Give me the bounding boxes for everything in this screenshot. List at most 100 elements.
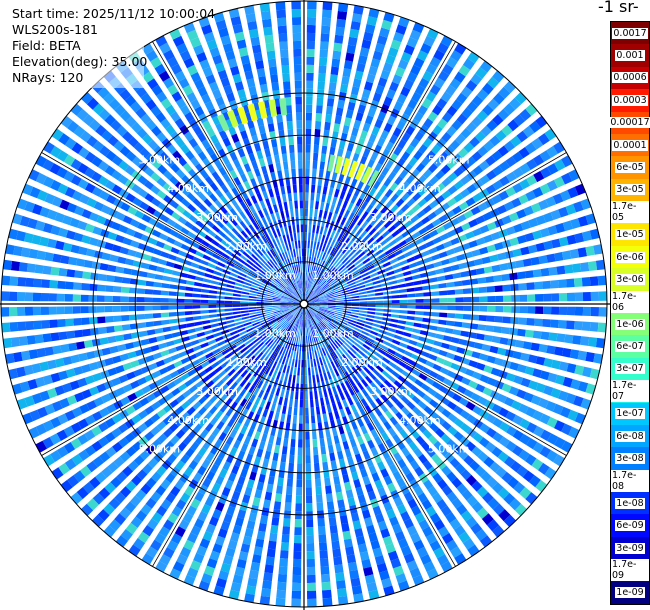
range-gate	[577, 350, 587, 361]
range-gate	[222, 333, 231, 339]
range-gate	[356, 227, 364, 236]
range-gate	[287, 341, 292, 350]
range-gate	[253, 369, 260, 378]
range-gate	[275, 354, 281, 362]
range-gate	[33, 278, 42, 288]
range-gate	[292, 176, 297, 185]
range-gate	[248, 384, 256, 394]
range-gate	[337, 99, 345, 109]
range-gate	[348, 230, 355, 239]
range-gate	[31, 203, 43, 215]
range-gate	[504, 456, 516, 468]
range-gate	[112, 355, 122, 364]
range-gate	[371, 344, 380, 351]
range-gate	[160, 98, 172, 109]
range-gate	[361, 330, 370, 336]
range-gate	[405, 472, 416, 483]
range-gate	[337, 10, 348, 20]
range-gate	[350, 293, 359, 296]
range-gate	[383, 304, 392, 308]
range-gate	[175, 405, 185, 415]
range-gate	[316, 502, 324, 511]
range-gate	[312, 274, 317, 282]
range-gate	[439, 233, 449, 241]
range-gate	[160, 479, 171, 490]
range-gate	[64, 294, 73, 302]
range-gate	[479, 374, 490, 384]
range-gate	[354, 342, 362, 349]
range-gate	[335, 300, 344, 302]
range-gate	[236, 246, 245, 254]
range-gate	[266, 314, 275, 318]
range-gate	[152, 313, 162, 319]
range-gate	[272, 361, 278, 370]
range-gate	[312, 375, 316, 384]
range-gate	[44, 193, 56, 205]
range-gate	[24, 306, 34, 316]
range-gate	[174, 417, 185, 427]
range-gate	[211, 361, 220, 369]
range-gate	[336, 418, 343, 427]
range-gate	[269, 320, 278, 326]
range-gate	[306, 96, 313, 105]
range-gate	[281, 280, 288, 287]
range-gate	[475, 215, 486, 225]
colorbar-tick-label: 3e-06	[615, 273, 645, 285]
range-gate	[187, 368, 197, 377]
range-gate	[281, 65, 290, 74]
range-gate	[266, 50, 276, 60]
range-gate	[423, 118, 434, 129]
range-gate	[239, 201, 248, 210]
range-gate	[320, 41, 329, 50]
range-gate	[316, 349, 321, 358]
range-gate	[327, 335, 334, 343]
range-gate	[573, 277, 583, 287]
range-gate	[282, 310, 290, 315]
range-gate	[31, 393, 43, 405]
range-ring-label: 5.00km	[138, 443, 180, 456]
range-gate	[379, 414, 388, 424]
range-gate	[165, 261, 175, 268]
range-gate	[392, 127, 402, 138]
range-gate	[446, 229, 457, 238]
range-gate	[343, 299, 352, 302]
range-gate	[335, 327, 343, 334]
range-gate	[429, 188, 440, 198]
range-gate	[400, 203, 410, 213]
range-gate	[274, 265, 281, 273]
range-gate	[381, 19, 393, 31]
range-gate	[486, 221, 497, 231]
range-gate	[295, 318, 299, 327]
range-gate	[259, 399, 266, 408]
range-gate	[285, 422, 291, 431]
range-gate	[300, 288, 303, 297]
range-gate	[332, 317, 341, 322]
range-gate	[442, 221, 453, 231]
range-gate	[346, 554, 356, 564]
range-gate	[415, 237, 425, 245]
range-gate	[125, 405, 136, 416]
range-gate	[313, 241, 317, 250]
range-gate	[293, 407, 298, 416]
range-gate	[392, 74, 403, 85]
range-gate	[276, 345, 282, 354]
hotspot-gate	[348, 160, 359, 178]
range-gate	[239, 358, 247, 366]
range-gate	[80, 294, 89, 302]
range-gate	[144, 431, 155, 442]
range-gate	[222, 461, 231, 471]
range-gate	[113, 456, 125, 468]
range-gate	[567, 186, 579, 199]
range-gate	[415, 435, 426, 446]
range-gate	[77, 163, 89, 175]
range-gate	[481, 513, 494, 526]
range-gate	[322, 137, 329, 147]
range-gate	[274, 154, 281, 164]
range-gate	[240, 543, 251, 553]
range-gate	[116, 125, 128, 137]
range-gate	[342, 530, 352, 540]
range-gate	[175, 137, 186, 148]
range-gate	[276, 113, 283, 123]
range-gate	[264, 338, 272, 346]
range-gate	[360, 254, 368, 262]
